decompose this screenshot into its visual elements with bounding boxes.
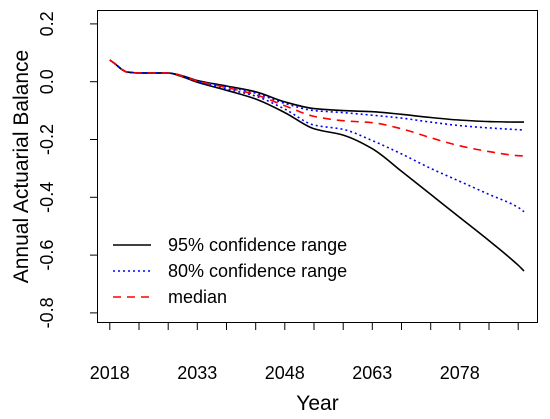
legend-label-95-confidence-range: 95% confidence range: [168, 235, 347, 255]
y-tick-label: 0.0: [37, 69, 57, 94]
series-line-95-confidence-range-lower: [109, 59, 525, 272]
y-axis-title: Annual Actuarial Balance: [10, 50, 33, 284]
x-tick-label: 2063: [352, 363, 392, 383]
x-tick-label: 2033: [177, 363, 217, 383]
legend-label-80-confidence-range: 80% confidence range: [168, 261, 347, 281]
x-axis: 2018 2033 2048 2063 2078: [90, 323, 519, 383]
y-tick-label: -0.6: [37, 240, 57, 271]
series-line-80-confidence-range-lower: [109, 59, 525, 213]
y-tick-label: 0.2: [37, 11, 57, 36]
x-tick-label: 2078: [440, 363, 480, 383]
y-tick-label: -0.4: [37, 182, 57, 213]
series-line-80-confidence-range-upper: [109, 59, 525, 131]
plot-frame: [97, 10, 538, 323]
y-axis: 0.2 0.0 -0.2 -0.4 -0.6 -0.8: [37, 11, 97, 328]
legend: 95% confidence range 80% confidence range…: [113, 235, 347, 307]
legend-label-median: median: [168, 287, 227, 307]
x-tick-label: 2018: [90, 363, 130, 383]
x-axis-title: Year: [296, 392, 338, 415]
y-tick-label: -0.2: [37, 124, 57, 155]
series-lines: [109, 59, 525, 272]
x-tick-label: 2048: [265, 363, 305, 383]
series-line-95-confidence-range-upper: [109, 59, 524, 123]
series-line-median: [109, 59, 525, 157]
y-tick-label: -0.8: [37, 297, 57, 328]
